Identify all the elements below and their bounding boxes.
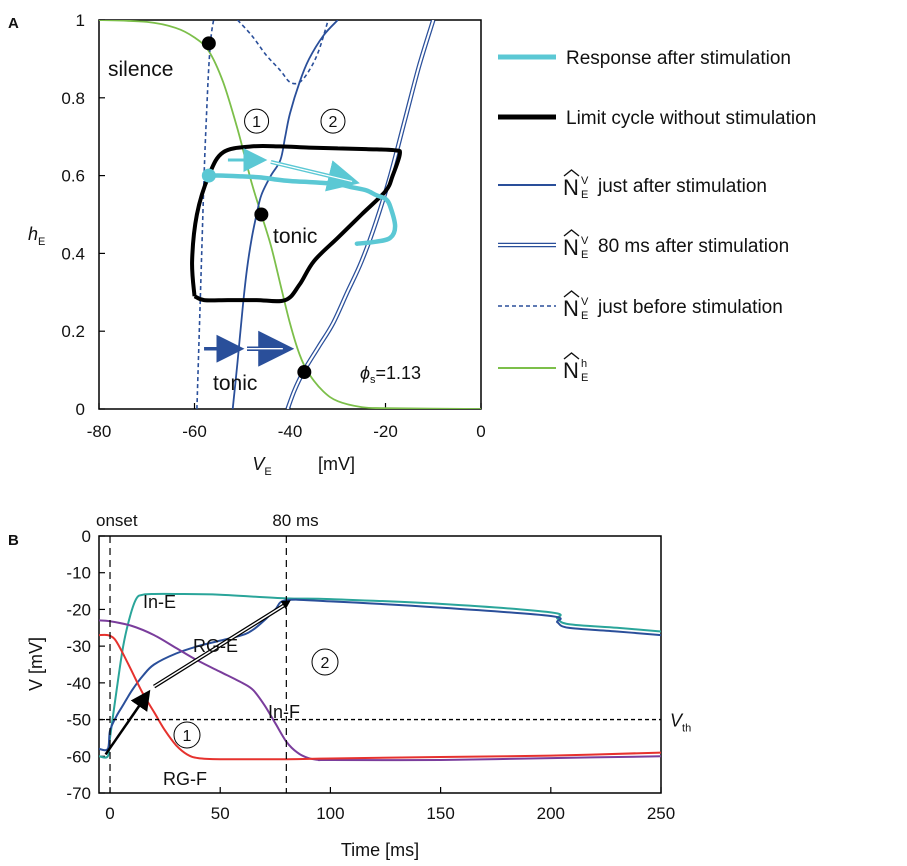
a-ytick-label: 0.2: [61, 322, 85, 341]
b-xlabel: Time [ms]: [341, 840, 419, 860]
legend-item-0-label: Response after stimulation: [566, 48, 791, 69]
a-ytick-label: 0: [76, 400, 85, 419]
a-series-nullcline-h: [99, 20, 481, 409]
legend-item-4-label: just before stimulation: [597, 297, 783, 318]
a-xlabel-unit: [mV]: [318, 454, 355, 474]
legend-item-5-symbol-sub: E: [581, 372, 588, 384]
a-arrow-cyan-2-inner: [270, 161, 353, 183]
b-vline-label-1: 80 ms: [272, 511, 318, 530]
b-circle-1-label: 1: [183, 728, 192, 745]
b-xtick-label: 150: [426, 804, 454, 823]
a-ytick-label: 0.8: [61, 89, 85, 108]
legend-item-3-symbol: N VE: [563, 229, 589, 261]
b-xtick-label: 0: [105, 804, 114, 823]
b-vline-label-0: onset: [96, 511, 138, 530]
a-xtick-label: -80: [87, 422, 112, 441]
a-ytick-label: 0.4: [61, 244, 85, 263]
b-label-in-f: In-F: [268, 702, 300, 722]
panel-label-b: B: [8, 532, 19, 549]
a-xtick-label: -40: [278, 422, 303, 441]
a-point-tonic-upper: [254, 207, 269, 222]
b-circle-2-label: 2: [321, 655, 330, 672]
a-xtick-label: -20: [373, 422, 398, 441]
b-series-in-f: [99, 619, 661, 762]
b-ytick-label: -40: [66, 674, 91, 693]
b-xtick-label: 250: [647, 804, 675, 823]
b-arrow-2-inner: [153, 603, 287, 688]
legend-item-3-label: 80 ms after stimulation: [598, 236, 789, 257]
b-circle-1: [173, 721, 201, 749]
legend-item-2-symbol-sup: V: [581, 175, 589, 187]
a-point-silence: [201, 36, 216, 51]
legend-item-2-symbol-hat: [563, 169, 580, 177]
a-circle-1: [244, 108, 270, 134]
b-arrow-1: [104, 689, 151, 756]
a-series-nullcline-v-before-top: [236, 20, 329, 85]
b-ytick-label: -10: [66, 564, 91, 583]
a-series-nullcline-v-before: [196, 20, 215, 409]
b-xtick-label: 100: [316, 804, 344, 823]
b-circle-2: [311, 648, 339, 676]
legend-item-1-label: Limit cycle without stimulation: [566, 108, 816, 129]
legend-item-3-symbol-hat: [563, 229, 580, 237]
legend-item-4-symbol-sub: E: [581, 310, 588, 322]
a-xtick-label: 0: [476, 422, 485, 441]
legend-item-4-symbol-sup: V: [581, 296, 589, 308]
legend-item-5-symbol-hat: [563, 352, 580, 360]
legend-item-4-symbol-n: N: [563, 296, 579, 321]
a-xtick-label: -60: [182, 422, 207, 441]
a-ytick-label: 0.6: [61, 167, 85, 186]
b-series-rg-e: [99, 598, 661, 752]
legend-item-2-symbol-sub: E: [581, 189, 588, 201]
b-arrow-2-head: [280, 600, 291, 610]
a-point-tonic-lower: [297, 365, 312, 380]
b-ytick-label: -20: [66, 600, 91, 619]
a-circle-1-label: 1: [252, 114, 261, 131]
b-threshold-label: Vth: [670, 711, 691, 735]
b-label-rg-f: RG-F: [163, 769, 207, 789]
a-label-tonic-upper: tonic: [273, 225, 317, 248]
a-ytick-label: 1: [76, 11, 85, 30]
b-ytick-label: -60: [66, 747, 91, 766]
b-xtick-label: 50: [211, 804, 230, 823]
a-circle-2: [320, 108, 346, 134]
panel-b: 0 50 100 150 200 250 0 -10 -20 -30 -40 -50 -60 -70 Tim…: [26, 511, 691, 860]
legend-item-2-label: just after stimulation: [597, 176, 767, 197]
legend-item-3-symbol-sup: V: [581, 235, 589, 247]
legend-item-3-symbol-sub: E: [581, 249, 588, 261]
a-circle-2-label: 2: [329, 114, 338, 131]
b-label-rg-e: RG-E: [193, 636, 238, 656]
panel-b-frame: [98, 535, 662, 794]
a-phi-label: ϕs=1.13: [360, 363, 421, 386]
legend-item-5-symbol-n: N: [563, 358, 579, 383]
b-series-rg-f: [99, 633, 661, 761]
b-xtick-label: 200: [537, 804, 565, 823]
b-ylabel: V [mV]: [26, 637, 46, 691]
a-ylabel: hE: [28, 224, 45, 248]
a-label-tonic-lower: tonic: [213, 372, 257, 395]
b-ytick-label: -50: [66, 711, 91, 730]
b-series-in-e: [99, 592, 661, 759]
legend-item-4-symbol-hat: [563, 290, 580, 298]
legend-item-5-symbol-sup: h: [581, 358, 587, 370]
a-series-limit-cycle: [190, 143, 403, 304]
panel-label-a: A: [8, 15, 19, 32]
b-ytick-label: 0: [82, 527, 91, 546]
legend-item-2-symbol-n: N: [563, 175, 579, 200]
a-point-stim-start: [201, 168, 216, 183]
b-ytick-label: -70: [66, 784, 91, 803]
a-label-silence: silence: [108, 58, 173, 81]
legend-item-2-symbol: N VE: [563, 169, 589, 201]
b-label-in-e: In-E: [143, 592, 176, 612]
b-ytick-label: -30: [66, 637, 91, 656]
a-xlabel: VE: [252, 454, 271, 478]
legend-item-4-symbol: N VE: [563, 290, 589, 322]
legend-item-3-symbol-n: N: [563, 235, 579, 260]
